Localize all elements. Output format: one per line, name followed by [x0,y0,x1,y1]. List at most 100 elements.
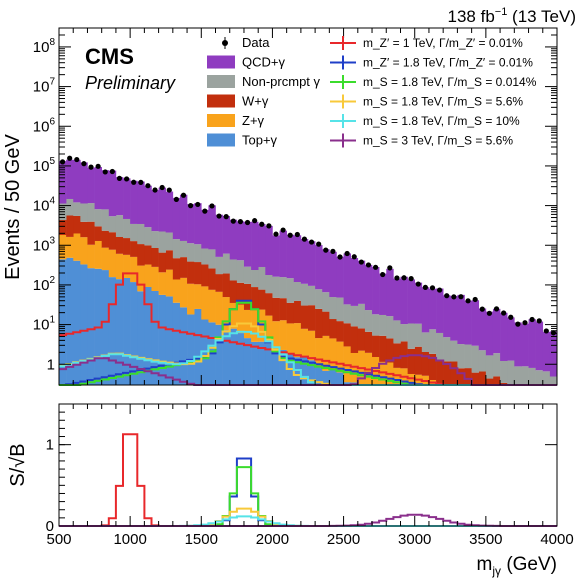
bar-qcd [528,319,536,368]
bar-qcd [464,300,472,345]
bar-qcd [194,203,202,245]
bar-qcd [514,322,522,367]
bar-qcd [208,205,216,250]
bar-qcd [549,331,558,377]
data-point [472,296,478,303]
bar-nonprompt [265,275,273,294]
bar-qcd [379,273,387,315]
bar-nonprompt [201,248,209,265]
bar-zg [322,335,330,371]
bar-zg [393,367,401,385]
data-point [116,175,123,181]
data-point [372,264,379,270]
bar-nonprompt [514,366,522,385]
bar-qcd [179,194,188,241]
bar-qcd [158,187,167,232]
bar-nonprompt [357,303,366,329]
legend-marker-zg [207,114,235,127]
data-point [479,306,485,312]
bar-nonprompt [158,231,167,253]
data-point [394,275,400,281]
x-tick-label: 1000 [113,531,146,548]
bar-nonprompt [492,353,501,377]
bar-nonprompt [279,277,287,299]
bar-qcd [59,161,67,204]
bar-qcd [108,170,117,217]
bar-top [101,270,110,385]
bar-qcd [507,317,515,361]
data-point [337,254,343,260]
bar-wg [187,261,195,284]
bar-qcd [80,162,88,204]
bar-top [265,343,273,385]
bar-top [172,302,181,385]
bar-top [115,279,124,385]
legend-label-qcd: QCD+γ [242,55,285,70]
bar-zg [208,289,216,323]
bar-nonprompt [386,316,394,339]
bar-nonprompt [115,215,124,237]
y-tick-label: 101 [33,315,56,334]
bar-wg [123,238,131,255]
y-tick-label: 1 [47,356,55,373]
cms-label: CMS [85,44,134,69]
bar-qcd [357,260,366,304]
bar-top [187,314,195,385]
bar-wg [251,287,259,310]
bar-qcd [272,235,280,277]
bar-wg [436,360,444,385]
bar-nonprompt [243,266,252,284]
ratio-y-tick-label: 0 [46,518,54,535]
bar-zg [123,254,131,278]
bar-wg [336,321,344,342]
data-point [323,247,329,253]
bar-top [300,357,309,385]
bar-nonprompt [293,282,302,301]
significance-s18b [59,507,557,527]
bar-nonprompt [286,278,295,303]
bar-top [279,349,287,385]
bar-zg [286,323,295,354]
data-point [159,184,165,191]
bar-nonprompt [172,239,181,259]
bar-qcd [265,225,273,276]
bar-qcd [258,224,266,267]
bar-qcd [101,170,110,210]
bar-nonprompt [450,340,458,362]
bar-top [315,367,323,385]
ratio-x-ticks: 500 1000 1500 2000 2500 3000 3500 4000 [46,404,574,548]
data-point [550,330,557,336]
bar-nonprompt [421,332,430,352]
data-point [95,163,101,169]
data-point [316,241,322,247]
bar-top [229,328,238,385]
bar-qcd [393,278,401,321]
bar-zg [215,291,223,325]
bar-wg [158,252,167,273]
bar-top [151,291,159,385]
legend-sig-label-s3: m_S = 3 TeV, Γ/m_S = 5.6% [363,134,513,148]
bar-nonprompt [407,323,416,349]
bar-wg [329,319,337,339]
bar-qcd [471,300,480,346]
bar-qcd [300,238,309,284]
data-point [429,285,436,291]
data-point [145,183,151,189]
main-plot-frame [58,27,558,386]
background-stack [59,159,558,385]
bar-qcd [115,177,124,216]
data-point [444,293,450,299]
ratio-plot: 01 500 1000 1500 2000 2500 3000 3500 4000 S/√B … [7,403,574,578]
bar-top [73,260,81,385]
bar-wg [464,368,472,385]
x-tick-label: 2000 [256,531,289,548]
data-point [230,218,236,224]
bar-qcd [286,234,295,279]
data-point [365,262,372,268]
legend-label-top: Top+γ [242,133,278,148]
bar-wg [343,323,351,347]
bar-wg [265,293,273,316]
ratio-y-label: S/√B [7,443,29,486]
bar-nonprompt [194,244,202,263]
bar-wg [80,221,88,238]
